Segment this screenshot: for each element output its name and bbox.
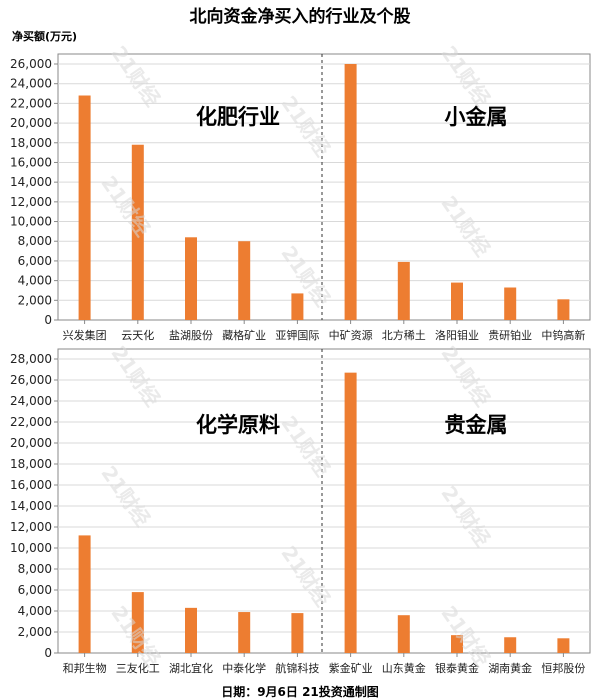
watermark-logo: 21财经 xyxy=(276,541,335,610)
bar xyxy=(78,535,91,653)
y-tick-label: 20,000 xyxy=(10,116,52,130)
group-label: 贵金属 xyxy=(445,413,508,437)
y-tick-label: 24,000 xyxy=(10,77,52,91)
bar xyxy=(344,372,357,653)
bar xyxy=(238,612,251,653)
x-tick-label: 云天化 xyxy=(121,328,154,342)
bar xyxy=(397,615,410,653)
bar xyxy=(504,287,517,320)
bar xyxy=(291,613,304,653)
x-tick-label: 中钨高新 xyxy=(541,328,585,342)
bar xyxy=(131,592,144,653)
x-tick-label: 兴发集团 xyxy=(63,328,107,342)
watermark-logo: 21财经 xyxy=(436,341,495,410)
bar xyxy=(344,64,357,320)
x-tick-label: 恒邦股份 xyxy=(541,662,585,675)
y-tick-label: 14,000 xyxy=(10,499,52,513)
y-tick-label: 28,000 xyxy=(10,352,52,366)
y-tick-label: 2,000 xyxy=(18,293,52,307)
y-tick-label: 0 xyxy=(44,313,52,327)
y-tick-label: 8,000 xyxy=(18,562,52,576)
watermark-logo: 21财经 xyxy=(436,601,495,670)
y-tick-label: 12,000 xyxy=(10,520,52,534)
x-tick-label: 航锦科技 xyxy=(275,661,319,675)
watermark-logo: 21财经 xyxy=(436,481,495,550)
y-tick-label: 20,000 xyxy=(10,436,52,450)
x-tick-label: 和邦生物 xyxy=(63,661,107,675)
y-tick-label: 24,000 xyxy=(10,394,52,408)
bar xyxy=(504,637,517,653)
y-tick-label: 10,000 xyxy=(10,541,52,555)
y-tick-label: 10,000 xyxy=(10,215,52,229)
x-tick-label: 盐湖股份 xyxy=(169,329,213,342)
x-tick-label: 中泰化学 xyxy=(222,661,266,675)
group-label: 化学原料 xyxy=(196,413,280,437)
bar xyxy=(238,241,251,320)
group-label: 小金属 xyxy=(445,105,508,129)
bar xyxy=(185,237,197,320)
bar xyxy=(451,635,463,653)
x-tick-label: 贵研铂业 xyxy=(488,328,532,342)
y-tick-label: 26,000 xyxy=(10,57,52,71)
y-tick-label: 12,000 xyxy=(10,195,52,209)
watermark-logo: 21财经 xyxy=(106,41,165,110)
group-label: 化肥行业 xyxy=(196,105,280,129)
bar xyxy=(78,95,91,320)
y-tick-label: 0 xyxy=(44,646,52,660)
x-tick-label: 银泰黄金 xyxy=(435,661,479,675)
x-tick-label: 北方稀土 xyxy=(382,328,426,342)
bar xyxy=(557,638,570,653)
y-tick-label: 2,000 xyxy=(18,625,52,639)
x-tick-label: 湖北宜化 xyxy=(169,661,213,675)
x-tick-label: 湖南黄金 xyxy=(488,661,532,675)
y-tick-label: 4,000 xyxy=(18,274,52,288)
watermark-logo: 21财经 xyxy=(106,341,165,410)
y-tick-label: 8,000 xyxy=(18,234,52,248)
chart-panel-2: 0 2,000 4,000 6,000 8,000 10,000 12,000 14,000 1… xyxy=(10,348,591,675)
bar xyxy=(185,607,197,653)
y-axis-unit-label: 净买额(万元) xyxy=(12,30,78,43)
y-tick-label: 22,000 xyxy=(10,96,52,110)
y-tick-label: 22,000 xyxy=(10,415,52,429)
watermark-logo: 21财经 xyxy=(96,461,155,530)
bar xyxy=(397,261,410,320)
x-tick-label: 紫金矿业 xyxy=(329,661,373,675)
bar xyxy=(557,299,570,320)
y-tick-label: 18,000 xyxy=(10,136,52,150)
chart-panel-1: 0 2,000 4,000 6,000 8,000 10,000 12,000 14,000 1… xyxy=(10,53,591,342)
chart-footer: 日期：9月6日 21投资通制图 xyxy=(221,685,379,699)
y-tick-label: 6,000 xyxy=(18,583,52,597)
y-tick-label: 16,000 xyxy=(10,478,52,492)
x-tick-label: 三友化工 xyxy=(116,661,160,675)
x-tick-label: 藏格矿业 xyxy=(222,328,266,342)
y-tick-label: 16,000 xyxy=(10,155,52,169)
x-tick-label: 亚钾国际 xyxy=(275,328,319,342)
bar xyxy=(451,282,463,320)
watermark-logo: 21财经 xyxy=(436,41,495,110)
bar xyxy=(291,293,304,320)
x-tick-label: 山东黄金 xyxy=(382,661,426,675)
y-tick-label: 26,000 xyxy=(10,373,52,387)
x-tick-label: 中矿资源 xyxy=(329,328,373,342)
y-tick-label: 4,000 xyxy=(18,604,52,618)
y-tick-label: 18,000 xyxy=(10,457,52,471)
y-tick-label: 6,000 xyxy=(18,254,52,268)
bar xyxy=(131,144,144,320)
y-tick-label: 14,000 xyxy=(10,175,52,189)
chart-title: 北向资金净买入的行业及个股 xyxy=(189,7,411,27)
watermark-logo: 21财经 xyxy=(276,91,335,160)
x-tick-label: 洛阳钼业 xyxy=(435,328,479,342)
